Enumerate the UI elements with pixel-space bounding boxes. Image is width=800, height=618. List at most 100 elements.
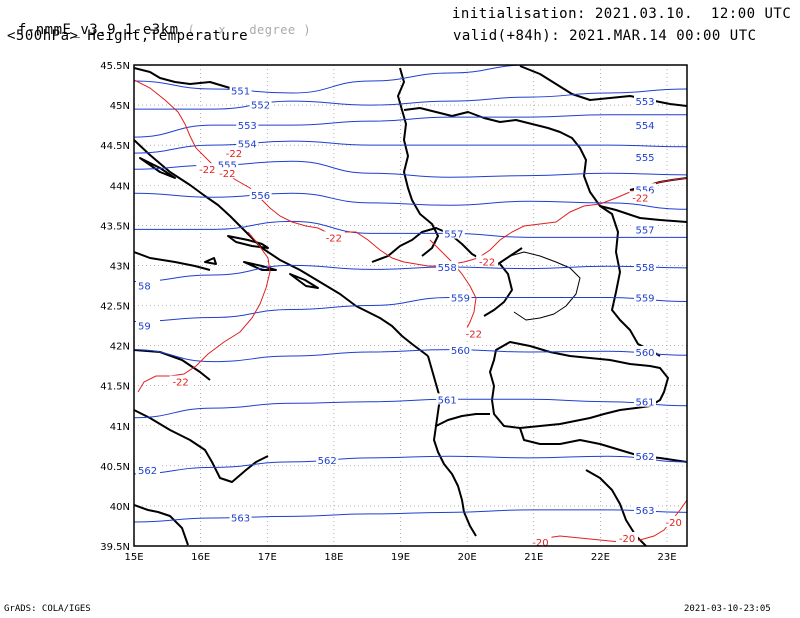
height-contour-line <box>134 455 687 475</box>
border-bulgaria-serbia <box>599 205 661 357</box>
model-title: f-nmmE_v3.9.1-e3km ( . x . degree ) <box>0 6 311 38</box>
height-contour-line <box>134 296 687 323</box>
axis-tick-labels: 15E 16E 17E 18E 19E 20E 21E 22E 23E 45.5N 45N 44.5N… <box>100 61 676 563</box>
island-3 <box>289 273 319 289</box>
footer-grads-credit: GrADS: COLA/IGES <box>4 604 91 614</box>
lon-tick-label: 19E <box>391 552 410 563</box>
border-croatia-bosnia <box>397 67 439 257</box>
lat-tick-label: 41N <box>110 422 130 433</box>
lat-tick-label: 41.5N <box>100 382 130 393</box>
height-contour-label: 563 <box>635 506 654 517</box>
height-contour-label: 562 <box>318 456 337 467</box>
label-mask <box>169 375 192 387</box>
label-mask <box>196 163 219 175</box>
label-mask <box>236 137 259 149</box>
lon-tick-label: 17E <box>258 552 277 563</box>
label-mask <box>634 291 656 303</box>
island-4 <box>204 257 217 265</box>
height-contour-line <box>134 192 687 210</box>
height-contour-line <box>134 509 687 523</box>
lat-tick-label: 43N <box>110 261 130 272</box>
height-contour-label: 551 <box>231 86 250 97</box>
label-mask <box>634 450 656 462</box>
border-kosovo-inner <box>509 251 581 321</box>
height-contour-line <box>134 349 687 363</box>
border-albania-greece <box>435 413 490 427</box>
label-mask <box>634 395 656 407</box>
temperature-contour-label: -22 <box>172 378 188 389</box>
height-contour-line <box>134 398 687 419</box>
lon-tick-label: 18E <box>324 552 343 563</box>
height-contour-label: 59 <box>138 322 151 333</box>
height-contour-label: 561 <box>438 395 457 406</box>
height-contour-label: 562 <box>138 466 157 477</box>
label-mask <box>634 119 656 131</box>
label-mask <box>236 119 259 131</box>
height-contour-labels: 5515525535545555565575585595605615625635… <box>136 84 656 524</box>
model-unit: ( . x . degree ) <box>187 23 312 37</box>
label-mask <box>616 531 639 543</box>
label-mask <box>634 151 656 163</box>
lon-tick-label: 23E <box>657 552 676 563</box>
temperature-contour-label: -20 <box>532 538 548 549</box>
temperature-contour-label: -22 <box>226 149 242 160</box>
height-contour-line <box>134 114 687 138</box>
label-mask <box>436 261 459 273</box>
height-contour-label: 560 <box>635 348 654 359</box>
label-mask <box>229 511 252 523</box>
label-mask <box>662 515 685 527</box>
valid-time: valid(+84h): 2021.MAR.14 00:00 UTC <box>453 28 757 44</box>
lon-tick-label: 22E <box>591 552 610 563</box>
border-kosovo <box>483 263 513 317</box>
border-slovenia <box>134 67 231 89</box>
label-mask <box>634 261 656 273</box>
model-name: f-nmmE_v3.9.1-e3km <box>17 22 179 38</box>
height-contour-label: 557 <box>444 230 463 241</box>
label-mask <box>629 191 652 203</box>
label-mask <box>436 393 459 405</box>
coastline-italy-gargano <box>134 251 211 271</box>
lat-tick-label: 42N <box>110 342 130 353</box>
map-frame <box>133 64 688 547</box>
temperature-contour-label: -22 <box>479 257 495 268</box>
height-contour-line <box>134 140 687 154</box>
initialisation-time: initialisation: 2021.03.10. 12:00 UTC <box>452 6 792 22</box>
coastline-italy-south <box>134 504 189 546</box>
height-contour-label: 58 <box>138 281 151 292</box>
label-mask <box>462 327 485 339</box>
label-mask <box>634 95 656 107</box>
height-contour-line <box>134 88 687 110</box>
lat-tick-label: 45N <box>110 101 130 112</box>
height-contour-label: 558 <box>635 263 654 274</box>
temperature-contour-label: -20 <box>619 534 635 545</box>
height-contour-label: 559 <box>451 293 470 304</box>
temperature-contour-label: -20 <box>666 518 682 529</box>
label-mask <box>222 147 245 159</box>
height-contour-label: 554 <box>238 139 257 150</box>
label-mask <box>229 84 252 96</box>
label-mask <box>216 167 239 179</box>
coastline-italy-heel <box>134 409 269 483</box>
label-mask <box>316 454 339 466</box>
isotherm-minus22-west <box>137 231 271 393</box>
lon-tick-label: 16E <box>191 552 210 563</box>
coastline-albania <box>427 355 477 537</box>
height-contour-label: 557 <box>635 225 654 236</box>
border-greece <box>519 427 687 463</box>
height-contour-line <box>134 65 550 94</box>
footer-timestamp: 2021-03-10-23:05 <box>684 604 771 614</box>
height-contour-label: 560 <box>451 346 470 357</box>
field-title: <500hPa> Height,Temperature <box>7 28 249 44</box>
label-mask <box>442 227 465 239</box>
label-mask <box>634 223 656 235</box>
height-contour-line <box>134 220 687 238</box>
height-contour-line <box>134 264 687 282</box>
border-hungary <box>519 65 687 107</box>
lon-tick-label: 20E <box>458 552 477 563</box>
temperature-contour-label: -22 <box>219 169 235 180</box>
lat-tick-label: 42.5N <box>100 302 130 313</box>
height-contour-label: 559 <box>635 293 654 304</box>
isotherm-minus22-branch <box>429 239 477 331</box>
label-mask <box>322 231 345 243</box>
